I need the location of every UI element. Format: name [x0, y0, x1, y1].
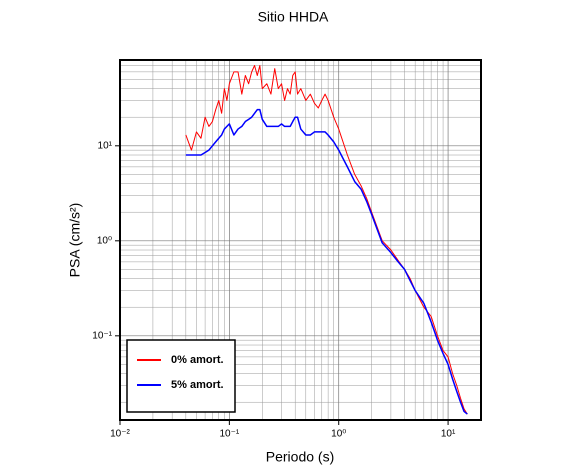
legend-label: 0% amort.	[171, 354, 224, 366]
x-tick-label: 10⁻²	[110, 429, 130, 440]
y-tick-label: 10⁻¹	[92, 330, 112, 341]
x-tick-label: 10⁻¹	[219, 429, 239, 440]
y-tick-label: 10⁰	[97, 235, 112, 246]
series-line	[185, 108, 468, 415]
x-tick-label: 10¹	[441, 429, 456, 440]
legend-label: 5% amort.	[171, 379, 224, 391]
y-tick-label: 10¹	[98, 140, 113, 151]
chart-title: Sitio HHDA	[258, 9, 329, 25]
x-tick-label: 10⁰	[331, 429, 346, 440]
legend-box	[126, 339, 236, 413]
y-axis-label: PSA (cm/s²)	[67, 203, 83, 278]
plot-frame	[119, 59, 482, 421]
x-axis-label: Periodo (s)	[266, 449, 334, 465]
